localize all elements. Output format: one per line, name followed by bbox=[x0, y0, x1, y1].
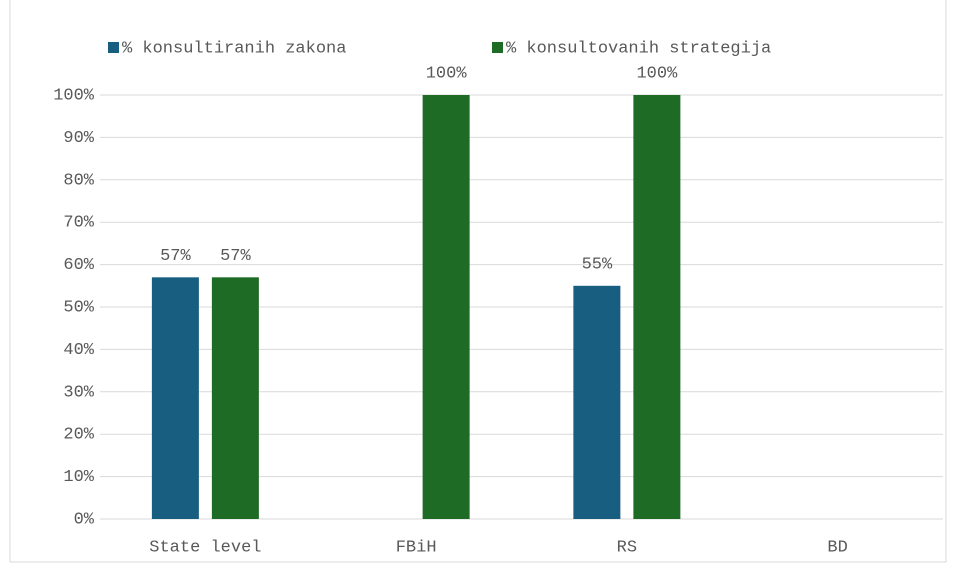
y-tick-label: 70% bbox=[63, 214, 94, 233]
y-tick-label: 30% bbox=[63, 383, 94, 402]
data-label: 100% bbox=[426, 64, 468, 83]
y-tick-label: 80% bbox=[63, 171, 94, 190]
x-tick-label: State level bbox=[149, 538, 261, 557]
bar bbox=[211, 277, 259, 519]
chart-frame bbox=[9, 0, 947, 563]
legend-label: % konsultovanih strategija bbox=[506, 39, 771, 58]
legend-swatch bbox=[108, 42, 119, 53]
y-tick-label: 0% bbox=[74, 510, 95, 529]
y-tick-label: 40% bbox=[63, 341, 94, 360]
data-label: 100% bbox=[636, 64, 678, 83]
data-label: 57% bbox=[220, 247, 251, 266]
bar bbox=[422, 95, 470, 519]
data-label: 55% bbox=[582, 255, 613, 274]
x-tick-label: RS bbox=[617, 538, 637, 557]
x-tick-label: BD bbox=[827, 538, 847, 557]
y-tick-label: 90% bbox=[63, 129, 94, 148]
y-tick-label: 50% bbox=[63, 298, 94, 317]
y-tick-label: 100% bbox=[53, 86, 95, 105]
y-tick-label: 10% bbox=[63, 468, 94, 487]
x-tick-label: FBiH bbox=[396, 538, 437, 557]
bar bbox=[151, 277, 199, 519]
bar bbox=[633, 95, 681, 519]
bar bbox=[573, 285, 621, 519]
y-tick-label: 60% bbox=[63, 256, 94, 275]
y-tick-label: 20% bbox=[63, 426, 94, 445]
legend-label: % konsultiranih zakona bbox=[122, 39, 346, 58]
legend-swatch bbox=[492, 42, 503, 53]
data-label: 57% bbox=[160, 247, 191, 266]
